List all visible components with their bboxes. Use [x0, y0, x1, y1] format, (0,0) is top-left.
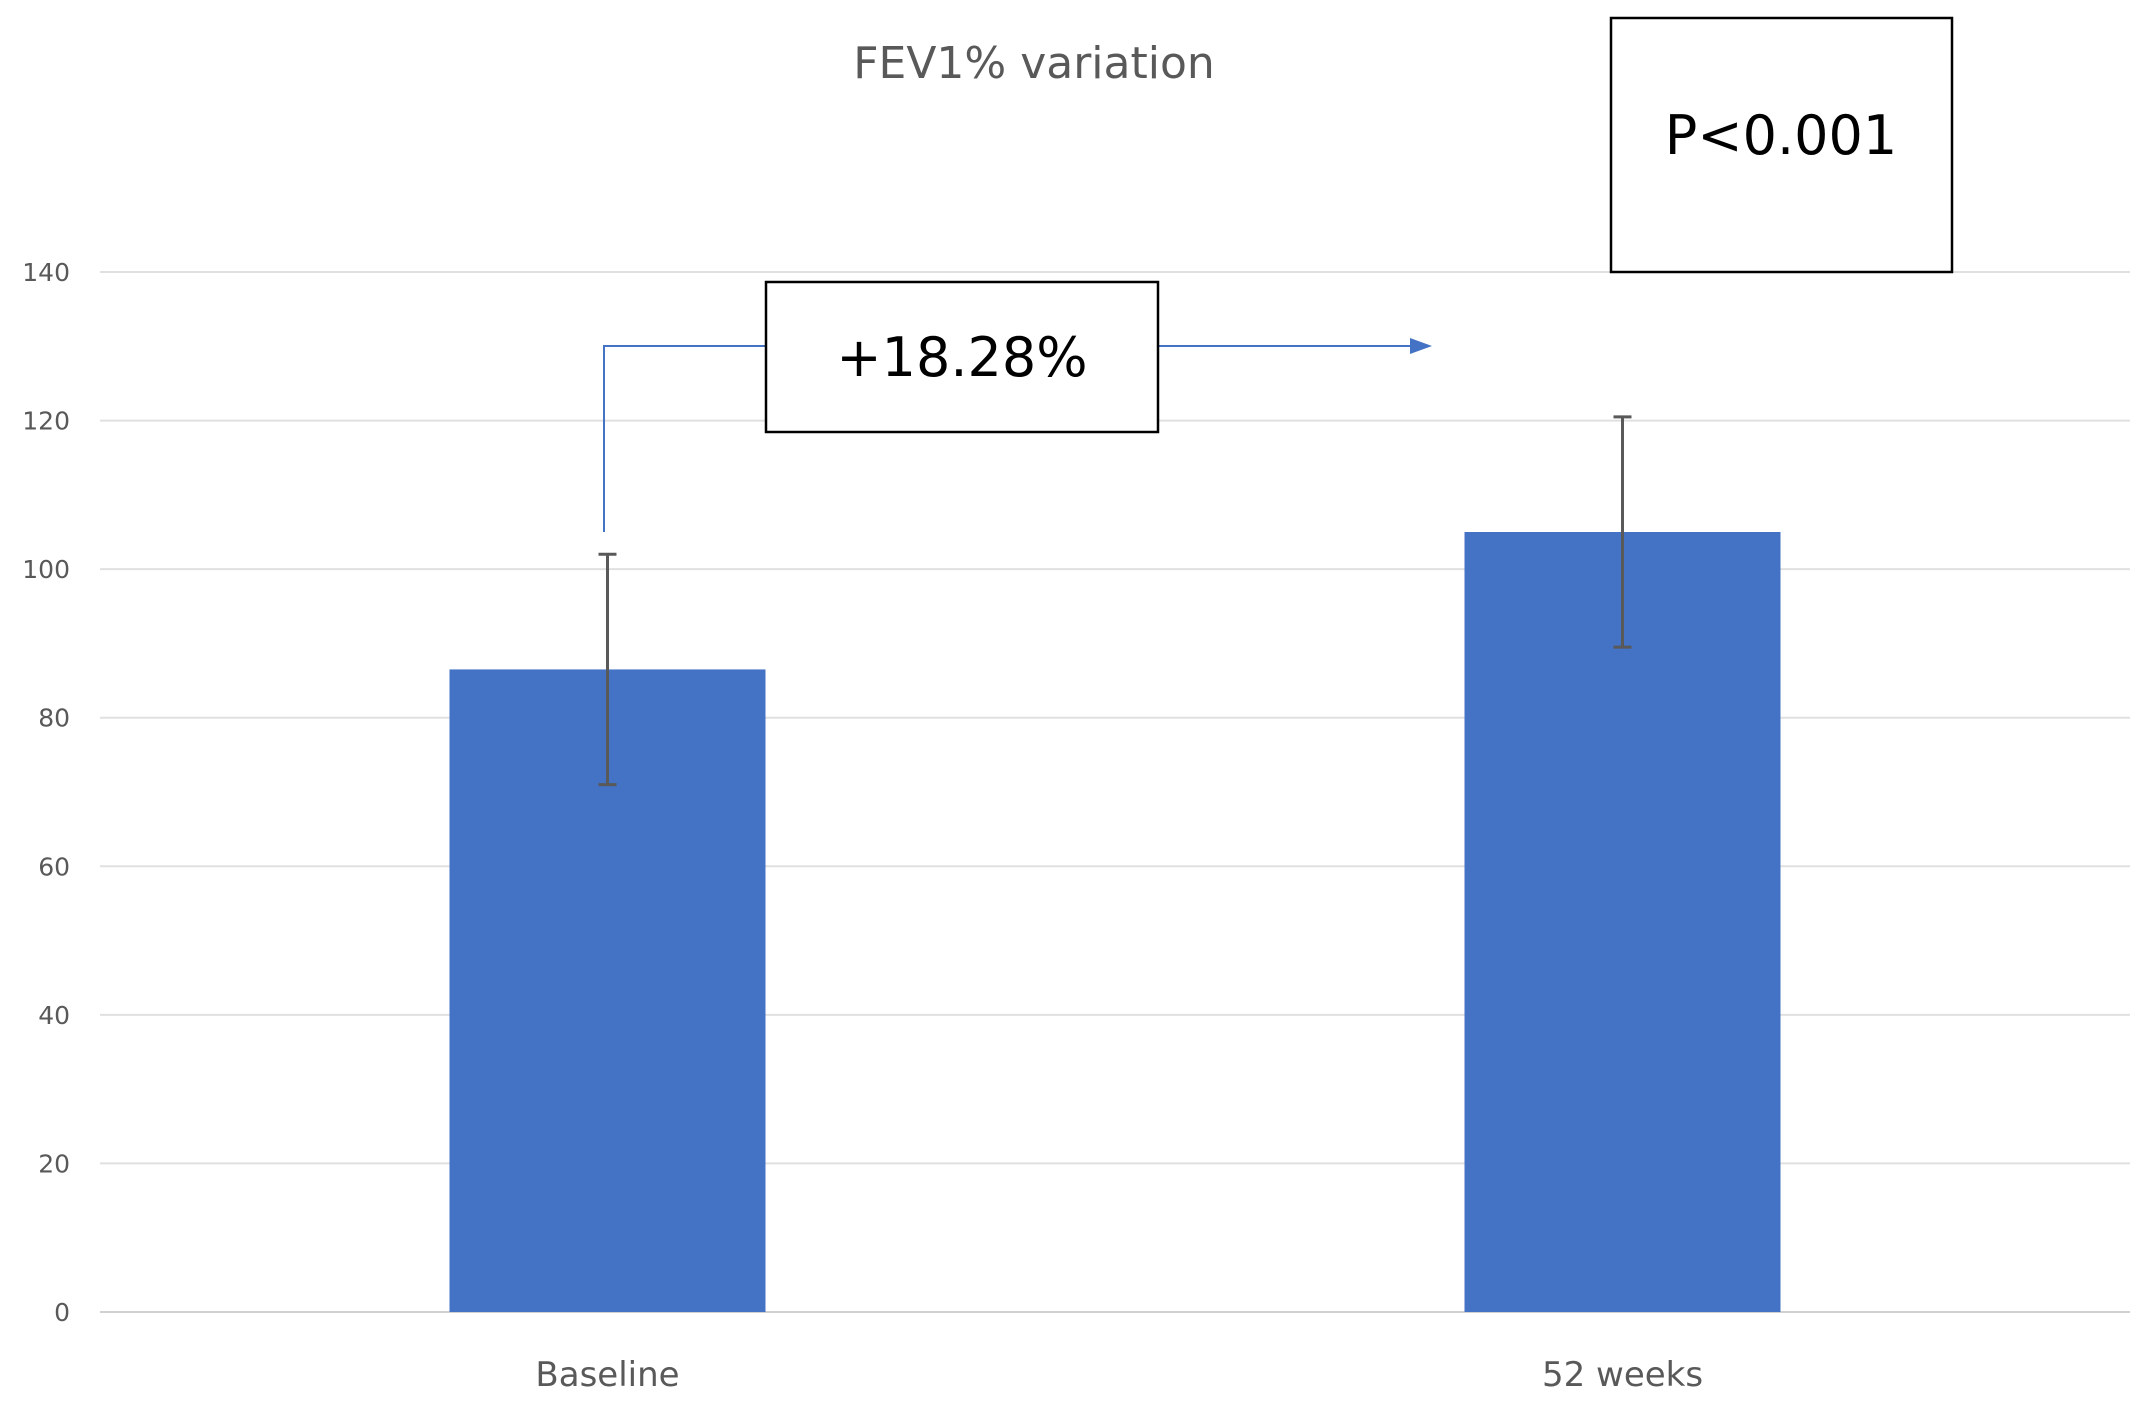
change-arrow-head	[1410, 338, 1432, 354]
error-bar	[598, 552, 617, 787]
y-tick-label: 100	[22, 555, 70, 584]
y-tick-label: 60	[38, 852, 70, 881]
x-category-label: Baseline	[535, 1355, 679, 1395]
bars	[449, 532, 1781, 1312]
y-tick-label: 20	[38, 1149, 70, 1178]
y-tick-label: 40	[38, 1001, 70, 1030]
x-axis-labels: Baseline 52 weeks	[535, 1355, 1703, 1395]
y-axis-ticks: 0 20 40 60 80 100 120 140	[22, 258, 70, 1327]
chart-title: FEV1% variation	[853, 38, 1215, 89]
y-tick-label: 0	[54, 1298, 70, 1327]
gridlines	[100, 271, 2130, 1313]
error-bars	[598, 415, 1632, 787]
y-tick-label: 80	[38, 704, 70, 733]
change-label: +18.28%	[836, 326, 1087, 389]
pvalue-box: P<0.001	[1609, 16, 1954, 274]
pvalue-label: P<0.001	[1665, 104, 1897, 167]
bar	[1464, 532, 1781, 1312]
x-category-label: 52 weeks	[1542, 1355, 1703, 1395]
y-tick-label: 120	[22, 407, 70, 436]
error-bar	[1613, 415, 1632, 649]
change-label-box: +18.28%	[764, 280, 1160, 434]
y-tick-label: 140	[22, 258, 70, 287]
